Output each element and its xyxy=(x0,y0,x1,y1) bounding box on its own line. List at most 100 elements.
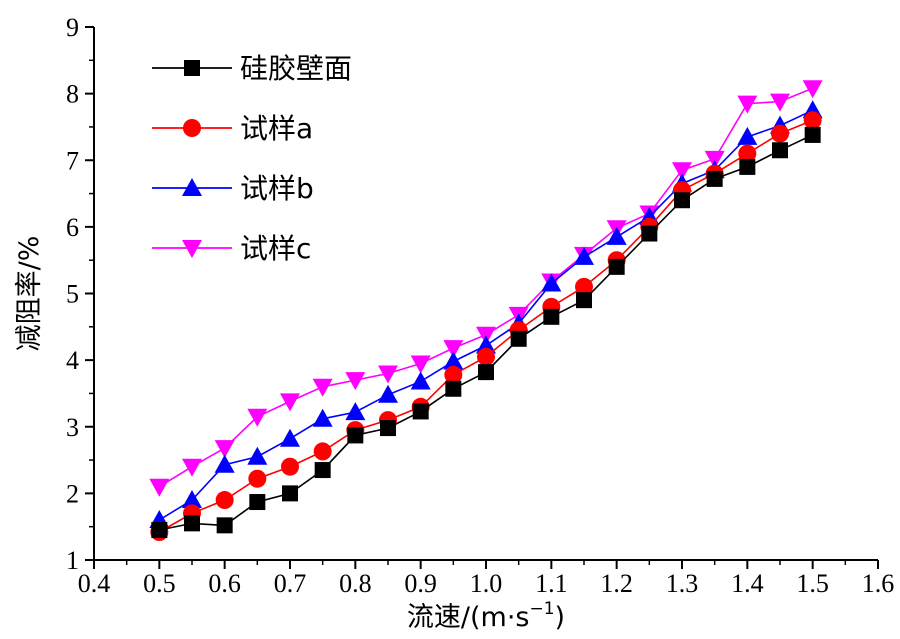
x-tick-label: 1.3 xyxy=(666,569,699,598)
data-point xyxy=(248,469,267,488)
y-tick-label: 6 xyxy=(66,213,79,242)
data-point xyxy=(280,393,300,412)
data-point xyxy=(378,365,398,384)
legend-marker xyxy=(184,60,200,76)
data-point xyxy=(672,162,692,181)
x-tick-label: 0.8 xyxy=(339,569,372,598)
data-point xyxy=(772,142,788,159)
data-point xyxy=(704,150,725,169)
data-point xyxy=(347,427,364,444)
data-point xyxy=(216,517,233,534)
x-axis-title-close: ) xyxy=(555,602,566,633)
data-point xyxy=(314,462,331,479)
data-point xyxy=(443,340,464,359)
data-point xyxy=(739,158,756,175)
data-point xyxy=(478,364,494,381)
data-point xyxy=(477,347,495,366)
data-point xyxy=(444,365,463,384)
legend-label: 试样a xyxy=(240,112,313,145)
data-point xyxy=(476,335,496,354)
y-tick-label: 3 xyxy=(66,413,79,442)
legend-label: 硅胶壁面 xyxy=(240,52,352,85)
x-axis-title-superscript: −1 xyxy=(529,599,554,619)
data-point xyxy=(312,378,333,397)
data-point xyxy=(410,371,431,390)
y-tick-label: 2 xyxy=(66,479,79,508)
x-tick-label: 1.0 xyxy=(470,569,503,598)
x-tick-label: 0.7 xyxy=(274,569,307,598)
data-point xyxy=(378,384,398,403)
x-tick-label: 0.5 xyxy=(143,569,176,598)
data-point xyxy=(247,446,268,465)
data-point xyxy=(445,380,462,397)
series-3 xyxy=(149,80,823,497)
y-tick-label: 7 xyxy=(66,146,79,175)
data-point xyxy=(641,225,658,242)
data-point xyxy=(215,491,234,510)
data-point xyxy=(345,372,366,391)
data-point xyxy=(608,258,625,275)
data-point xyxy=(313,442,332,461)
data-point xyxy=(543,308,560,325)
data-point xyxy=(737,95,758,114)
data-point xyxy=(443,351,464,370)
x-tick-label: 1.2 xyxy=(600,569,633,598)
data-point xyxy=(674,192,690,209)
data-point xyxy=(214,454,235,473)
legend-marker xyxy=(183,119,201,137)
data-point xyxy=(574,246,594,265)
data-point xyxy=(312,408,333,427)
data-point xyxy=(510,330,527,347)
x-tick-label: 0.9 xyxy=(404,569,437,598)
data-point xyxy=(606,226,627,245)
x-tick-label: 0.4 xyxy=(78,569,111,598)
x-tick-label: 0.6 xyxy=(208,569,241,598)
y-tick-label: 4 xyxy=(66,346,79,375)
axes: 0.4 0.5 0.6 0.7 0.8 0.9 1.0 1.1 1.2 1.3 1.4 1.5 1.6 1… xyxy=(66,13,894,598)
series-layer xyxy=(149,80,823,542)
legend-entry: 试样c xyxy=(152,232,311,265)
legend-entry: 试样a xyxy=(152,112,313,145)
data-point xyxy=(182,458,202,477)
data-point xyxy=(738,144,757,163)
data-point xyxy=(410,355,431,374)
data-point xyxy=(771,124,789,143)
data-point xyxy=(345,402,366,421)
data-point xyxy=(184,515,200,532)
data-point xyxy=(575,277,593,296)
data-point xyxy=(282,485,298,502)
data-point xyxy=(151,522,168,539)
data-point xyxy=(737,126,758,145)
legend-label: 试样b xyxy=(240,172,314,205)
x-tick-label: 1.5 xyxy=(796,569,829,598)
data-point xyxy=(804,126,821,143)
data-point xyxy=(247,408,268,427)
series-line xyxy=(158,87,814,488)
y-tick-label: 9 xyxy=(66,13,79,42)
x-axis-title-main: 流速/(m·s xyxy=(407,602,530,633)
data-point xyxy=(280,428,300,447)
legend-label: 试样c xyxy=(240,232,311,265)
data-point xyxy=(281,457,299,476)
data-point xyxy=(541,273,562,292)
x-tick-label: 1.1 xyxy=(535,569,568,598)
y-tick-label: 5 xyxy=(66,280,79,309)
data-point xyxy=(149,478,170,497)
legend-marker xyxy=(182,240,202,258)
y-axis-title: 减阻率/% xyxy=(14,236,45,352)
data-point xyxy=(412,403,429,420)
data-point xyxy=(803,111,822,130)
data-point xyxy=(380,420,396,437)
data-point xyxy=(770,93,790,112)
legend-entry: 试样b xyxy=(152,172,314,205)
data-point xyxy=(576,292,592,309)
data-point xyxy=(214,440,235,459)
data-point xyxy=(249,494,266,511)
y-tick-label: 8 xyxy=(66,80,79,109)
legend-entry: 硅胶壁面 xyxy=(152,52,352,85)
data-point xyxy=(802,80,823,99)
x-axis-title: 流速/(m·s−1) xyxy=(407,599,565,633)
series-0 xyxy=(151,126,821,539)
